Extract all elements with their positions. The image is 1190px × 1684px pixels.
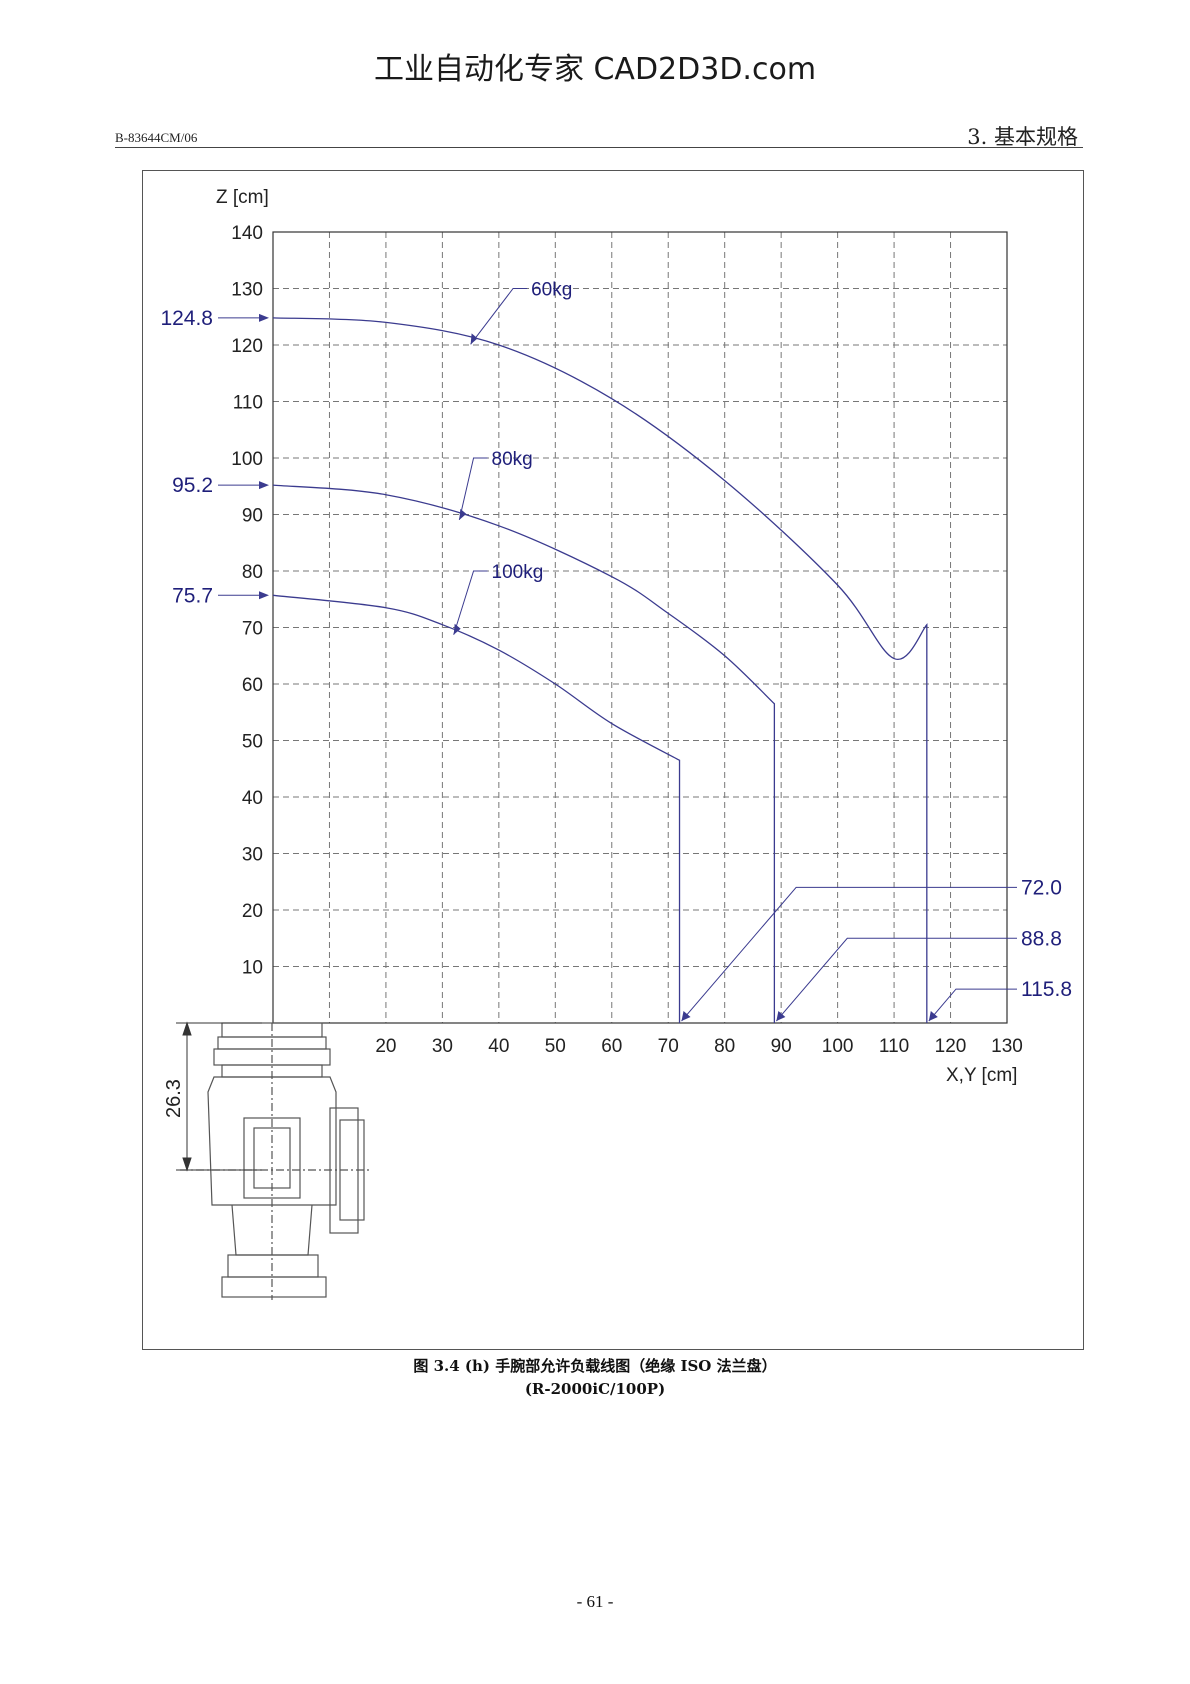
tick-labels: 20 30 40 50 60 70 80 90 100 110 120 130 10 20 30 40 50 60… — [231, 223, 1023, 1057]
xmax-arrow — [776, 1011, 786, 1021]
series-line-100kg — [272, 594, 681, 1023]
robot-wrist-drawing — [180, 1022, 370, 1300]
xmax-arrow — [928, 1011, 938, 1021]
axes — [272, 231, 1008, 1024]
y-tick-label: 50 — [242, 732, 263, 753]
series-callout-arrow — [453, 623, 461, 635]
x-tick-label: 130 — [991, 1036, 1023, 1057]
y-axis-label: Z [cm] — [216, 187, 269, 208]
y-tick-label: 60 — [242, 675, 263, 696]
y-tick-label: 140 — [231, 223, 263, 244]
series-callout-leader — [458, 457, 488, 521]
y-tick-label: 100 — [231, 449, 263, 470]
y-tick-label: 120 — [231, 336, 263, 357]
figure-frame — [142, 170, 1084, 1350]
series-callout-leader — [470, 288, 528, 345]
y-tick-label: 70 — [242, 619, 263, 640]
series-line-60kg — [272, 317, 928, 1023]
series-callout-leader — [453, 570, 488, 635]
document-id: B-83644CM/06 — [115, 130, 198, 145]
xmax-label: 115.8 — [1021, 978, 1072, 1001]
series-callout-arrow — [459, 508, 467, 520]
figure-caption: 图 3.4 (h) 手腕部允许负载线图（绝缘 ISO 法兰盘） — [413, 1357, 777, 1375]
grid — [273, 232, 1007, 1023]
xmax-label: 88.8 — [1021, 927, 1062, 950]
x-tick-label: 50 — [545, 1036, 566, 1057]
x-tick-label: 70 — [658, 1036, 679, 1057]
xmax-leader — [775, 937, 1017, 1022]
section-title: 3. 基本规格 — [967, 125, 1078, 149]
y-tick-label: 10 — [242, 958, 263, 979]
plot-border — [272, 231, 1008, 1024]
y-tick-label: 80 — [242, 562, 263, 583]
x-tick-label: 60 — [601, 1036, 622, 1057]
xmax-label: 72.0 — [1021, 876, 1062, 899]
xmax-leader — [928, 988, 1017, 1022]
y-tick-label: 110 — [233, 393, 263, 414]
series-lines — [272, 317, 928, 1023]
watermark: 工业自动化专家 CAD2D3D.com — [373, 52, 817, 87]
figure-model: (R-2000iC/100P) — [524, 1380, 666, 1398]
series-callout-arrow — [470, 333, 478, 345]
x-tick-label: 40 — [488, 1036, 509, 1057]
x-axis-label: X,Y [cm] — [946, 1065, 1017, 1086]
x-tick-label: 80 — [714, 1036, 735, 1057]
xmax-leader — [681, 886, 1017, 1022]
x-tick-label: 90 — [771, 1036, 792, 1057]
x-tick-label: 110 — [879, 1036, 909, 1057]
series-line-80kg — [272, 484, 776, 1023]
zmax-arrow — [259, 313, 269, 322]
zmax-label: 124.8 — [160, 307, 213, 330]
series-name-label: 80kg — [492, 449, 533, 470]
header-rule — [115, 147, 1083, 148]
y-tick-label: 40 — [242, 788, 263, 809]
zmax-arrow — [259, 481, 269, 490]
y-tick-label: 130 — [231, 280, 263, 301]
x-tick-label: 120 — [935, 1036, 967, 1057]
offset-dimension-label: 26.3 — [163, 1079, 185, 1118]
y-tick-label: 30 — [242, 845, 263, 866]
x-tick-label: 100 — [822, 1036, 854, 1057]
xmax-arrow — [681, 1011, 691, 1021]
zmax-label: 95.2 — [172, 474, 213, 497]
x-tick-label: 30 — [432, 1036, 453, 1057]
page-number: - 61 - — [576, 1592, 614, 1611]
offset-dimension — [176, 1021, 262, 1172]
y-tick-label: 90 — [242, 506, 263, 527]
series-name-label: 60kg — [531, 280, 572, 301]
y-tick-label: 20 — [242, 901, 263, 922]
zmax-label: 75.7 — [172, 584, 213, 607]
x-tick-label: 20 — [375, 1036, 396, 1057]
zmax-arrow — [259, 591, 269, 600]
series-name-label: 100kg — [492, 562, 544, 583]
annotations: 60kg 124.8 80kg 95.2 100kg 75.7 115.8 88.8 72.0 — [160, 280, 1072, 1022]
